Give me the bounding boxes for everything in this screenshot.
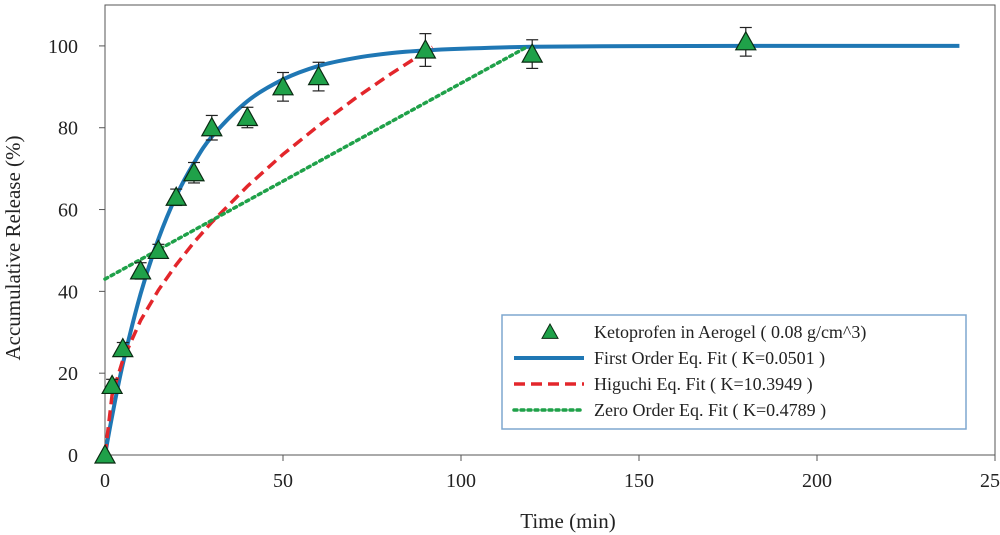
legend-triangle-marker: [541, 322, 559, 339]
triangle-marker: [271, 75, 295, 96]
data-point: [236, 106, 259, 129]
x-tick-label: 0: [100, 470, 110, 492]
x-tick: 200: [802, 455, 832, 492]
plot-frame: [104, 4, 996, 456]
legend: Ketoprofen in Aerogel ( 0.08 g/cm^3) Firs…: [501, 314, 967, 430]
y-tick: 80: [58, 118, 105, 140]
data-point: [182, 161, 206, 184]
legend-item: Ketoprofen in Aerogel ( 0.08 g/cm^3): [541, 322, 866, 343]
y-tick-label: 40: [58, 281, 78, 303]
axes: 0 50 100 150 200 250 0 20 40 60 80 100: [48, 4, 1000, 492]
series-line-dotted: [103, 46, 527, 281]
y-tick-label: 0: [68, 445, 78, 467]
y-tick: 20: [58, 363, 105, 385]
data-point: [147, 239, 170, 260]
y-tick-label: 80: [58, 118, 78, 140]
data-point: [307, 61, 330, 92]
x-tick: 100: [446, 455, 476, 492]
data-point: [93, 443, 117, 464]
legend-label: Ketoprofen in Aerogel ( 0.08 g/cm^3): [594, 322, 866, 343]
legend-label: First Order Eq. Fit ( K=0.0501 ): [594, 348, 825, 369]
data-point: [101, 374, 124, 395]
data-point: [271, 71, 295, 102]
y-tick: 100: [48, 36, 105, 58]
triangle-marker: [165, 186, 188, 206]
data-point: [734, 26, 757, 57]
triangle-marker: [147, 239, 170, 260]
y-axis-label: Accumulative Release (%): [1, 135, 25, 360]
triangle-marker: [182, 161, 206, 182]
triangle-marker: [414, 38, 437, 59]
x-tick-label: 200: [802, 470, 832, 492]
legend-item: Higuchi Eq. Fit ( K=10.3949 ): [514, 374, 813, 395]
data-point: [414, 33, 437, 67]
triangle-marker: [129, 259, 152, 280]
x-tick-label: 50: [273, 470, 293, 492]
x-tick: 150: [624, 455, 654, 492]
x-tick-label: 250: [980, 470, 1000, 492]
data-point: [521, 39, 544, 70]
y-tick-label: 60: [58, 200, 78, 222]
x-tick-label: 100: [446, 470, 476, 492]
x-axis-label: Time (min): [520, 509, 615, 533]
triangle-marker: [521, 42, 544, 63]
legend-label: Higuchi Eq. Fit ( K=10.3949 ): [594, 374, 813, 395]
triangle-marker: [101, 374, 124, 395]
x-tick: 50: [273, 455, 293, 492]
y-tick-label: 20: [58, 363, 78, 385]
triangle-marker: [200, 116, 223, 137]
y-tick: 60: [58, 200, 105, 222]
triangle-marker: [93, 443, 117, 464]
x-tick: 250: [980, 455, 1000, 492]
data-point: [200, 114, 223, 141]
triangle-marker: [111, 337, 134, 358]
triangle-marker: [734, 30, 757, 51]
data-points: [93, 26, 757, 464]
data-point: [165, 186, 188, 207]
data-point: [111, 337, 134, 358]
triangle-marker: [236, 106, 259, 127]
legend-label: Zero Order Eq. Fit ( K=0.4789 ): [594, 400, 826, 421]
y-tick-label: 100: [48, 36, 78, 58]
x-tick-label: 150: [624, 470, 654, 492]
data-point: [129, 259, 152, 280]
legend-item: First Order Eq. Fit ( K=0.0501 ): [514, 348, 825, 369]
triangle-marker: [307, 65, 330, 86]
legend-item: Zero Order Eq. Fit ( K=0.4789 ): [512, 400, 826, 421]
y-tick: 40: [58, 281, 105, 303]
